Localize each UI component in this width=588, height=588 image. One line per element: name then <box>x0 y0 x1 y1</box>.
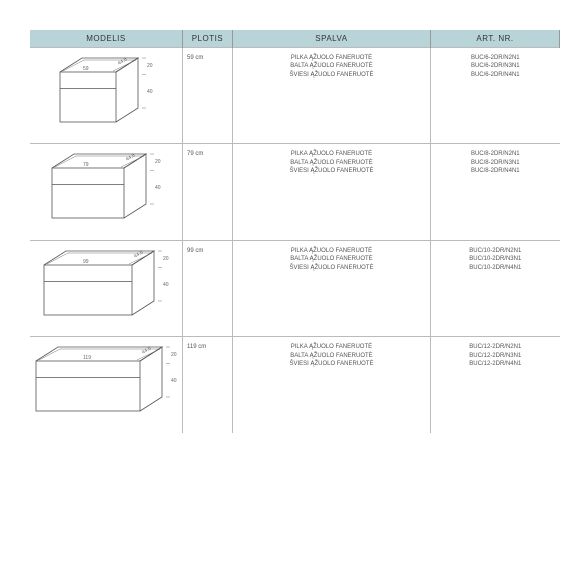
model-drawing-cell: 99 44,5 20 40 60 <box>30 240 183 336</box>
color-cell: PILKA ĄŽUOLO FANERUOTĖBALTA ĄŽUOLO FANER… <box>232 48 430 144</box>
art-number: BUC/8-2DR/N3N1 <box>435 159 555 167</box>
svg-text:40: 40 <box>155 185 161 191</box>
width-cell: 59 cm <box>183 48 233 144</box>
svg-text:20: 20 <box>163 256 169 262</box>
art-cell: BUC/12-2DR/N2N1BUC/12-2DR/N3N1BUC/12-2DR… <box>431 337 560 433</box>
color-option: ŠVIESI ĄŽUOLO FANERUOTĖ <box>237 167 426 175</box>
spec-row: 79 44,5 20 40 60 79 cmPILKA ĄŽUOLO FANER… <box>30 144 560 240</box>
spec-table: MODELIS PLOTIS SPALVA ART. NR. 59 44,5 2… <box>30 30 560 433</box>
color-option: BALTA ĄŽUOLO FANERUOTĖ <box>237 255 426 263</box>
spec-row: 59 44,5 20 40 60 59 cmPILKA ĄŽUOLO FANER… <box>30 48 560 144</box>
svg-text:40: 40 <box>147 89 153 95</box>
svg-text:119: 119 <box>83 355 91 361</box>
art-number: BUC/8-2DR/N4N1 <box>435 167 555 175</box>
art-cell: BUC/6-2DR/N2N1BUC/6-2DR/N3N1BUC/6-2DR/N4… <box>431 48 560 144</box>
model-drawing-cell: 79 44,5 20 40 60 <box>30 144 183 240</box>
art-number: BUC/8-2DR/N2N1 <box>435 150 555 158</box>
color-option: BALTA ĄŽUOLO FANERUOTĖ <box>237 352 426 360</box>
art-cell: BUC/8-2DR/N2N1BUC/8-2DR/N3N1BUC/8-2DR/N4… <box>431 144 560 240</box>
svg-text:99: 99 <box>83 259 89 265</box>
color-option: BALTA ĄŽUOLO FANERUOTĖ <box>237 62 426 70</box>
color-option: PILKA ĄŽUOLO FANERUOTĖ <box>237 343 426 351</box>
header-row: MODELIS PLOTIS SPALVA ART. NR. <box>30 30 560 48</box>
art-number: BUC/10-2DR/N3N1 <box>435 255 555 263</box>
color-cell: PILKA ĄŽUOLO FANERUOTĖBALTA ĄŽUOLO FANER… <box>232 337 430 433</box>
art-number: BUC/10-2DR/N2N1 <box>435 247 555 255</box>
model-drawing-cell: 119 44,5 20 40 60 <box>30 337 183 433</box>
width-cell: 99 cm <box>183 240 233 336</box>
art-cell: BUC/10-2DR/N2N1BUC/10-2DR/N3N1BUC/10-2DR… <box>431 240 560 336</box>
header-width: PLOTIS <box>183 30 233 48</box>
art-number: BUC/12-2DR/N4N1 <box>435 360 555 368</box>
art-number: BUC/12-2DR/N2N1 <box>435 343 555 351</box>
color-option: PILKA ĄŽUOLO FANERUOTĖ <box>237 150 426 158</box>
width-cell: 79 cm <box>183 144 233 240</box>
color-option: PILKA ĄŽUOLO FANERUOTĖ <box>237 54 426 62</box>
header-art: ART. NR. <box>431 30 560 48</box>
width-cell: 119 cm <box>183 337 233 433</box>
color-option: ŠVIESI ĄŽUOLO FANERUOTĖ <box>237 264 426 272</box>
spec-row: 99 44,5 20 40 60 99 cmPILKA ĄŽUOLO FANER… <box>30 240 560 336</box>
svg-text:79: 79 <box>83 162 89 168</box>
color-cell: PILKA ĄŽUOLO FANERUOTĖBALTA ĄŽUOLO FANER… <box>232 240 430 336</box>
header-color: SPALVA <box>232 30 430 48</box>
art-number: BUC/6-2DR/N2N1 <box>435 54 555 62</box>
svg-text:20: 20 <box>171 352 177 358</box>
color-option: BALTA ĄŽUOLO FANERUOTĖ <box>237 159 426 167</box>
art-number: BUC/6-2DR/N4N1 <box>435 71 555 79</box>
svg-text:40: 40 <box>171 378 177 384</box>
color-option: ŠVIESI ĄŽUOLO FANERUOTĖ <box>237 360 426 368</box>
color-option: ŠVIESI ĄŽUOLO FANERUOTĖ <box>237 71 426 79</box>
svg-text:20: 20 <box>147 63 153 69</box>
art-number: BUC/10-2DR/N4N1 <box>435 264 555 272</box>
spec-row: 119 44,5 20 40 60 119 cmPILKA ĄŽUOLO FAN… <box>30 337 560 433</box>
art-number: BUC/6-2DR/N3N1 <box>435 62 555 70</box>
svg-text:40: 40 <box>163 282 169 288</box>
svg-text:20: 20 <box>155 159 161 165</box>
svg-text:59: 59 <box>83 66 89 72</box>
model-drawing-cell: 59 44,5 20 40 60 <box>30 48 183 144</box>
art-number: BUC/12-2DR/N3N1 <box>435 352 555 360</box>
header-model: MODELIS <box>30 30 183 48</box>
color-cell: PILKA ĄŽUOLO FANERUOTĖBALTA ĄŽUOLO FANER… <box>232 144 430 240</box>
color-option: PILKA ĄŽUOLO FANERUOTĖ <box>237 247 426 255</box>
